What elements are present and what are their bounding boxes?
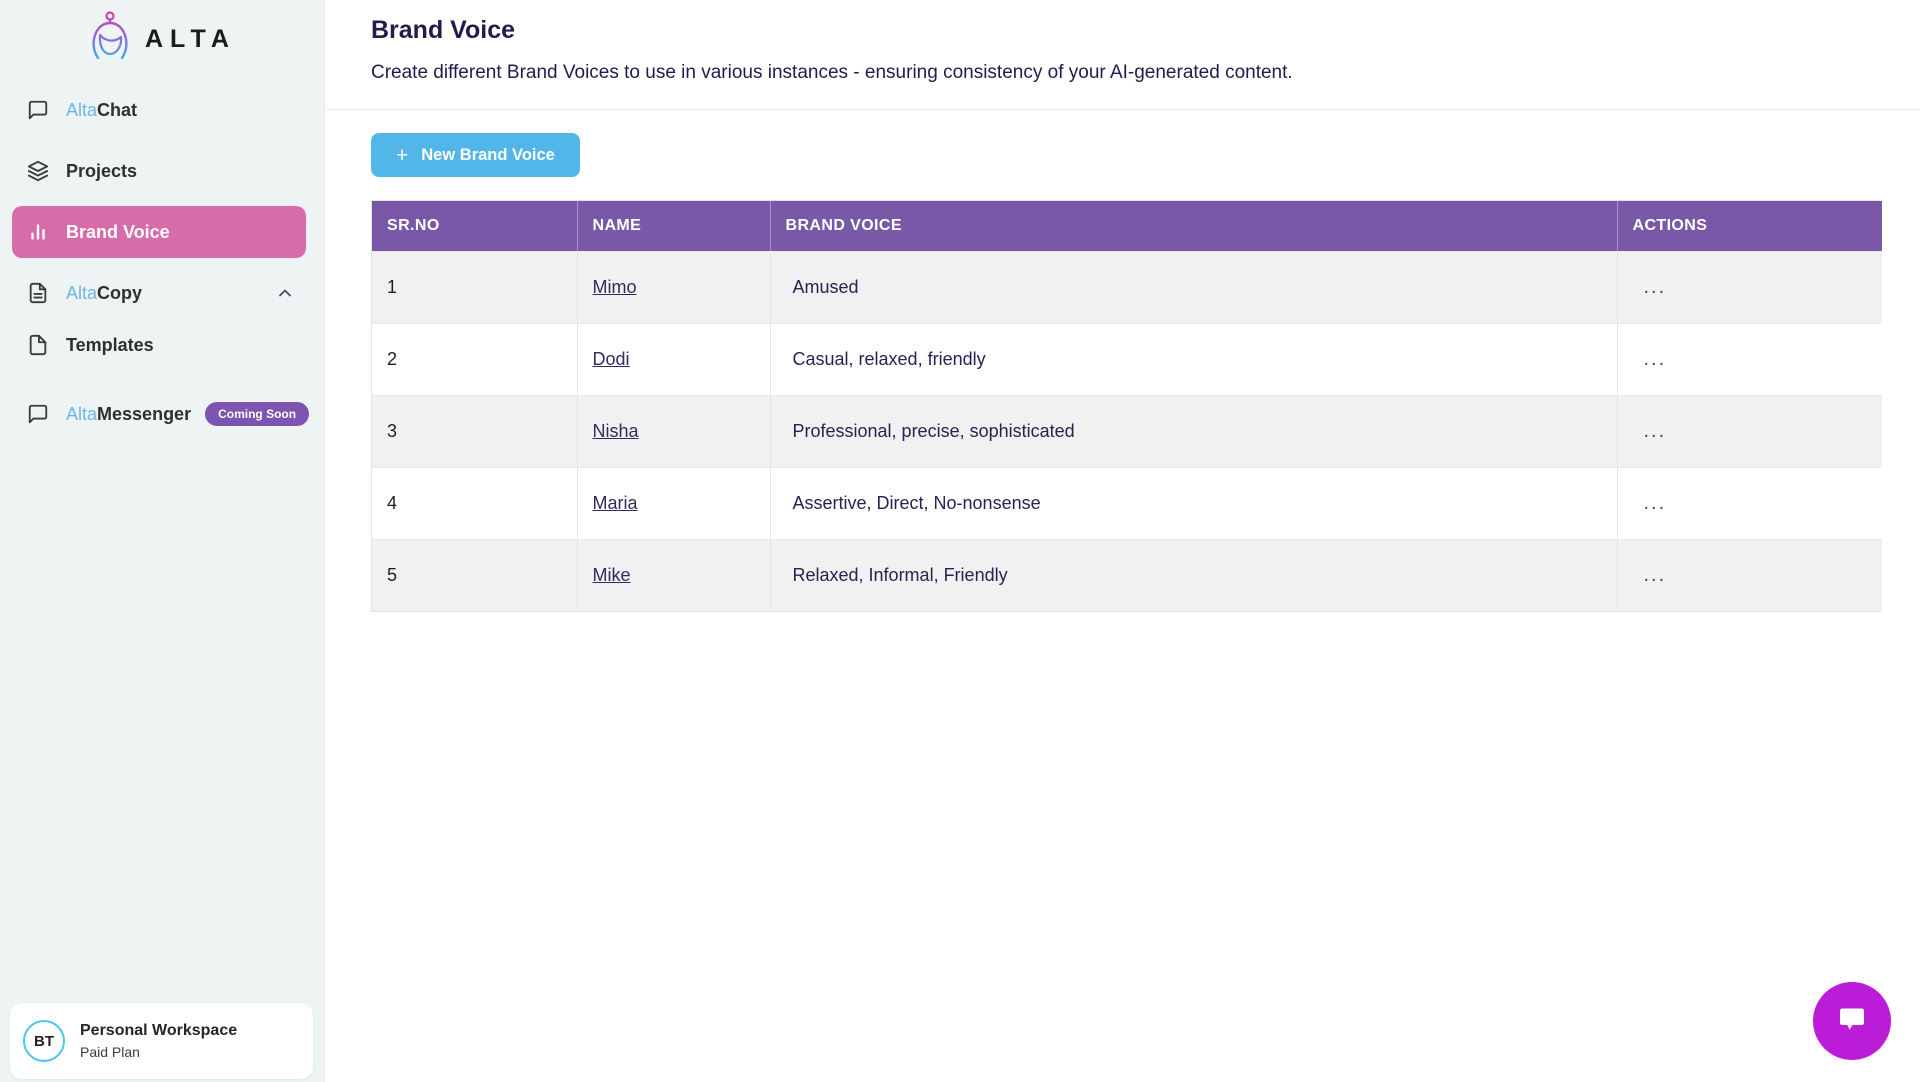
sidebar-item-label: AltaChat [66, 99, 138, 120]
table-header: SR.NO NAME BRAND VOICE ACTIONS [372, 201, 1882, 251]
new-brand-voice-button[interactable]: + New Brand Voice [371, 133, 580, 177]
brand-voice-name-link[interactable]: Nisha [592, 420, 639, 441]
column-header-brand-voice: BRAND VOICE [769, 201, 1617, 251]
row-actions-menu-icon[interactable]: ... [1643, 275, 1667, 298]
file-icon [27, 334, 49, 356]
row-srno: 1 [372, 250, 577, 323]
page-title: Brand Voice [371, 16, 516, 44]
row-actions-menu-icon[interactable]: ... [1643, 563, 1667, 586]
plus-icon: + [396, 143, 409, 167]
bar-chart-icon [27, 221, 49, 243]
sidebar: ALTA AltaChat Projects [0, 0, 325, 1082]
row-actions-menu-icon[interactable]: ... [1643, 419, 1667, 442]
row-brand-voice: Assertive, Direct, No-nonsense [769, 466, 1617, 539]
workspace-switcher[interactable]: BT Personal Workspace Paid Plan [10, 1003, 313, 1079]
sidebar-item-label: Brand Voice [66, 221, 170, 242]
row-srno: 3 [372, 394, 577, 467]
chat-fab-button[interactable] [1813, 982, 1891, 1060]
speech-bubble-icon [1834, 1001, 1870, 1042]
row-srno: 2 [372, 322, 577, 395]
chat-icon [27, 99, 49, 121]
sidebar-item-altamessenger[interactable]: AltaMessenger Coming Soon [0, 390, 325, 438]
sidebar-item-label: Templates [66, 334, 154, 355]
sidebar-item-label: AltaMessenger [66, 403, 192, 424]
toolbar: + New Brand Voice [326, 110, 1920, 177]
alta-face-logo-icon [88, 10, 132, 69]
chat-icon [27, 403, 49, 425]
brand-voice-name-link[interactable]: Dodi [592, 348, 630, 369]
sidebar-item-brand-voice[interactable]: Brand Voice [12, 206, 306, 258]
table-row: 1 Mimo Amused ... [372, 250, 1882, 323]
column-header-srno: SR.NO [372, 201, 577, 251]
sidebar-item-altacopy[interactable]: AltaCopy [0, 269, 325, 317]
workspace-plan: Paid Plan [80, 1044, 140, 1060]
workspace-info: Personal Workspace Paid Plan [80, 1022, 237, 1060]
page-subtitle: Create different Brand Voices to use in … [371, 62, 1293, 83]
row-brand-voice: Relaxed, Informal, Friendly [769, 538, 1617, 611]
row-brand-voice: Casual, relaxed, friendly [769, 322, 1617, 395]
sidebar-item-templates[interactable]: Templates [0, 321, 325, 369]
brand-voice-name-link[interactable]: Mimo [592, 276, 637, 297]
layers-icon [27, 160, 49, 182]
avatar: BT [23, 1020, 65, 1062]
coming-soon-badge: Coming Soon [205, 402, 310, 426]
table-row: 2 Dodi Casual, relaxed, friendly ... [372, 322, 1882, 395]
chevron-up-icon[interactable] [275, 283, 295, 303]
table-row: 5 Mike Relaxed, Informal, Friendly ... [372, 538, 1882, 611]
table-row: 4 Maria Assertive, Direct, No-nonsense .… [372, 466, 1882, 539]
page-header: Brand Voice Create different Brand Voice… [326, 0, 1920, 110]
brand-voice-name-link[interactable]: Mike [592, 564, 631, 585]
alta-wordmark: ALTA [145, 25, 236, 53]
column-header-actions: ACTIONS [1616, 201, 1882, 251]
sidebar-item-altachat[interactable]: AltaChat [0, 86, 325, 134]
sidebar-item-projects[interactable]: Projects [0, 147, 325, 195]
row-brand-voice: Amused [769, 250, 1617, 323]
brand-voice-table: SR.NO NAME BRAND VOICE ACTIONS 1 Mimo Am… [371, 200, 1882, 612]
row-srno: 4 [372, 466, 577, 539]
table-row: 3 Nisha Professional, precise, sophistic… [372, 394, 1882, 467]
brand-voice-name-link[interactable]: Maria [592, 492, 638, 513]
main-content: Brand Voice Create different Brand Voice… [326, 0, 1920, 1082]
alta-logo: ALTA [88, 10, 236, 69]
sidebar-item-label: Projects [66, 160, 138, 181]
row-actions-menu-icon[interactable]: ... [1643, 491, 1667, 514]
file-text-icon [27, 282, 49, 304]
workspace-name: Personal Workspace [80, 1022, 238, 1039]
sidebar-item-label: AltaCopy [66, 282, 143, 303]
row-srno: 5 [372, 538, 577, 611]
new-brand-voice-label: New Brand Voice [421, 145, 555, 164]
row-brand-voice: Professional, precise, sophisticated [769, 394, 1617, 467]
column-header-name: NAME [576, 201, 770, 251]
row-actions-menu-icon[interactable]: ... [1643, 347, 1667, 370]
